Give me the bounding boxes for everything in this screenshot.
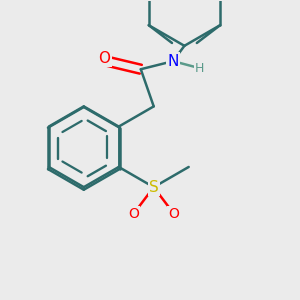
Text: S: S — [149, 180, 159, 195]
Text: O: O — [168, 207, 179, 220]
Text: O: O — [128, 207, 139, 220]
Text: H: H — [195, 62, 205, 75]
Text: O: O — [98, 51, 110, 66]
Text: N: N — [167, 54, 179, 69]
